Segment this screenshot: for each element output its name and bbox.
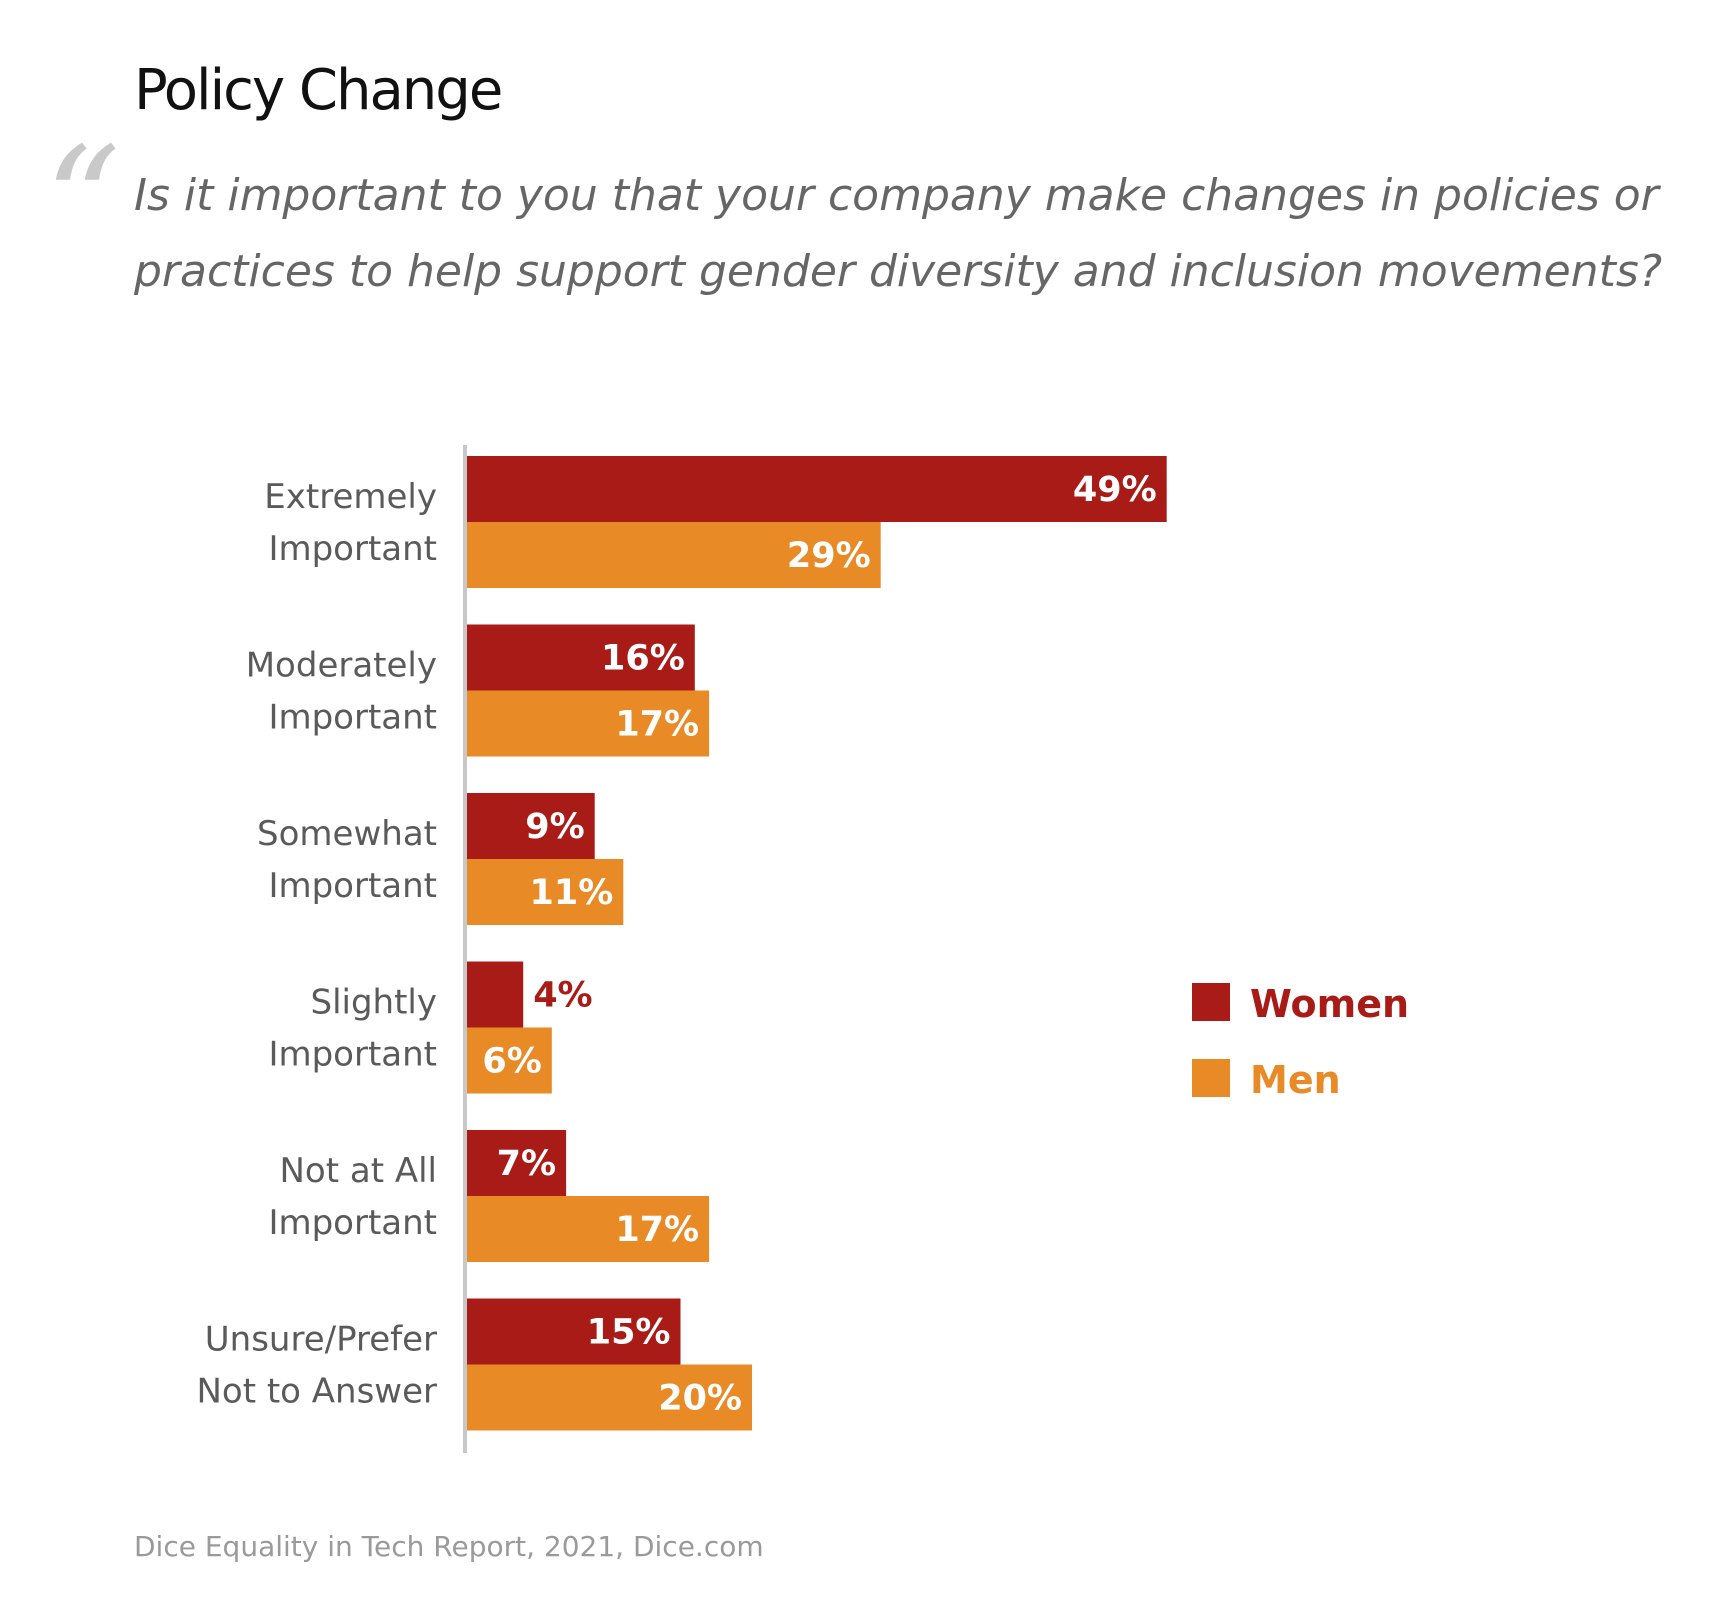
quote-mark-icon: “ [44, 116, 121, 290]
data-label-women: 15% [587, 1313, 671, 1353]
bar-women [466, 793, 595, 859]
bar-women [466, 1298, 681, 1365]
category-label: Important [268, 866, 437, 906]
legend-swatch-men [1192, 1059, 1230, 1097]
data-label-women: 4% [533, 976, 592, 1016]
bar-men [466, 1027, 552, 1094]
category-label: Unsure/Prefer [205, 1320, 437, 1360]
bar-women [466, 624, 695, 691]
category-label: Moderately [246, 646, 437, 686]
bar-men [466, 1364, 752, 1431]
category-label: Not to Answer [196, 1372, 437, 1412]
category-label: Important [268, 698, 437, 738]
category-label: Important [268, 529, 437, 569]
category-label: Slightly [310, 983, 437, 1023]
bar-men [466, 859, 624, 925]
legend-swatch-women [1192, 983, 1230, 1021]
bar-men [466, 690, 710, 757]
data-label-men: 29% [787, 536, 871, 576]
source-note: Dice Equality in Tech Report, 2021, Dice… [134, 1530, 764, 1563]
bar-men [466, 522, 881, 588]
category-labels-layer: Extremely Important 49% 29% Moderately Import… [196, 470, 1156, 1419]
category-label: Important [268, 1203, 437, 1243]
chart-question: Is it important to you that your company… [134, 170, 1663, 297]
data-label-women: 9% [525, 807, 584, 847]
legend: Women Men [1192, 982, 1409, 1102]
category-label: Not at All [280, 1151, 438, 1191]
data-label-women: 7% [497, 1144, 556, 1184]
bar-men [466, 1196, 710, 1262]
data-label-men: 20% [658, 1379, 742, 1419]
legend-label-women: Women [1250, 982, 1409, 1026]
data-label-men: 17% [615, 705, 699, 745]
data-label-men: 11% [530, 873, 614, 913]
bar-women [466, 961, 524, 1028]
data-label-women: 16% [601, 639, 685, 679]
category-label: Important [268, 1035, 437, 1075]
category-label: Extremely [264, 477, 437, 517]
category-label: Somewhat [257, 814, 437, 854]
data-label-men: 6% [482, 1042, 541, 1082]
bar-women [466, 1130, 567, 1196]
data-label-women: 49% [1073, 470, 1157, 510]
page-title: Policy Change [134, 58, 503, 123]
bar-women [466, 456, 1167, 522]
data-label-men: 17% [615, 1210, 699, 1250]
bars-layer [466, 456, 1167, 1431]
legend-label-men: Men [1250, 1058, 1341, 1102]
